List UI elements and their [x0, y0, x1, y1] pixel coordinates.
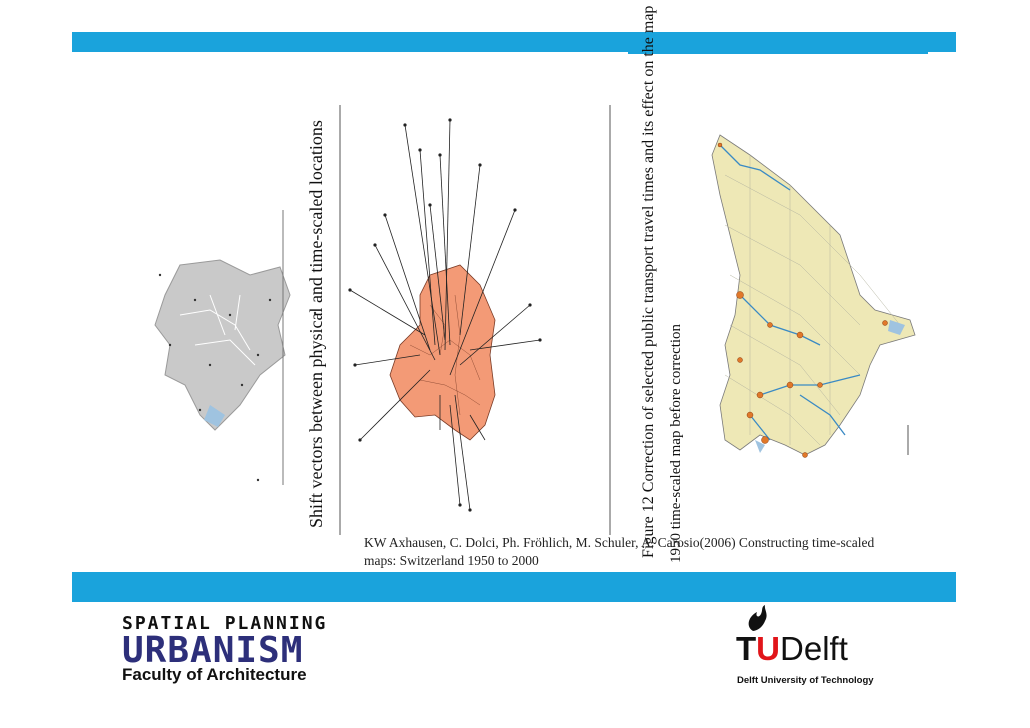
tu-logo-u: U: [756, 630, 781, 667]
bottom-accent-bar: [72, 572, 956, 602]
switzerland-grey-map: [154, 259, 317, 482]
university-subtitle: Delft University of Technology: [737, 675, 874, 686]
caption-line-2: maps: Switzerland 1950 to 2000: [364, 553, 539, 568]
top-accent-line: [628, 52, 928, 54]
figure-maps: [154, 105, 916, 535]
figure-label-figure-12: Figure 12 Correction of selected public …: [640, 5, 657, 558]
tu-flame-icon: [748, 605, 767, 631]
time-scaled-network-map: [711, 134, 916, 458]
spatial-planning-label: SPATIAL PLANNING: [122, 613, 328, 634]
top-accent-bar: [72, 32, 956, 52]
caption-line-1: KW Axhausen, C. Dolci, Ph. Fröhlich, M. …: [364, 535, 875, 550]
shift-vector-map: [339, 105, 611, 535]
tu-logo-t: T: [736, 630, 757, 667]
figure-caption: KW Axhausen, C. Dolci, Ph. Fröhlich, M. …: [364, 534, 924, 570]
tu-logo-delft: Delft: [780, 630, 848, 667]
faculty-name: Faculty of Architecture: [122, 665, 307, 684]
figure-label-1950-map: 1950 time-scaled map before correction: [668, 323, 684, 563]
figure-label-shift-vectors: Shift vectors between physical and time-…: [306, 120, 326, 528]
urbanism-logo: URBANISM: [122, 630, 304, 671]
tu-delft-logo: TUDelft: [736, 630, 848, 668]
